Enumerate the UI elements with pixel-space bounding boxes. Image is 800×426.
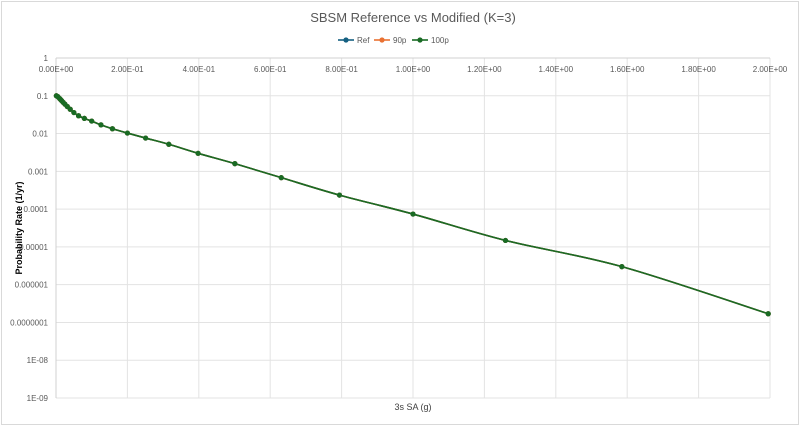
- data-point-100p: [109, 126, 116, 132]
- legend: Ref 90p 100p: [338, 36, 449, 45]
- legend-label: 100p: [431, 36, 449, 45]
- data-point-100p: [71, 109, 77, 116]
- x-tick-label: 1.40E+00: [539, 65, 574, 74]
- data-point-100p: [278, 175, 284, 181]
- x-tick-label: 2.00E+00: [753, 65, 788, 74]
- data-point-100p: [619, 264, 625, 270]
- data-point-100p: [195, 150, 201, 156]
- x-tick-label: 1.80E+00: [681, 65, 716, 74]
- gridlines: [55, 57, 771, 399]
- x-tick-label: 1.60E+00: [610, 65, 645, 74]
- x-tick-label: 2.00E-01: [111, 65, 144, 74]
- data-point-100p: [98, 122, 104, 128]
- legend-marker-ref: [343, 37, 349, 43]
- data-point-100p: [67, 106, 73, 112]
- data-point-100p: [502, 237, 509, 244]
- data-point-100p: [410, 211, 416, 217]
- x-tick-label: 4.00E-01: [183, 65, 216, 74]
- data-point-100p: [336, 192, 343, 198]
- y-tick-label: 0.0001: [24, 205, 49, 214]
- data-point-100p: [765, 311, 771, 317]
- series-line-ref: [55, 95, 769, 315]
- y-tick-label: 0.0000001: [10, 318, 48, 327]
- data-point-100p: [166, 141, 172, 147]
- y-tick-label: 0.000001: [15, 281, 49, 290]
- data-point-100p: [124, 130, 130, 136]
- x-axis-title: 3s SA (g): [394, 402, 431, 412]
- data-point-100p: [232, 161, 238, 167]
- x-tick-label: 6.00E-01: [254, 65, 287, 74]
- y-tick-label: 0.01: [32, 130, 48, 139]
- series-group: [53, 93, 771, 317]
- data-point-100p: [143, 135, 149, 141]
- x-tick-label: 1.00E+00: [396, 65, 431, 74]
- y-axis-ticks: 1 0.1 0.01 0.001 0.0001 0.00001 0.000001 0.0000…: [10, 54, 48, 403]
- y-tick-label: 1: [44, 54, 49, 63]
- y-tick-label: 0.001: [28, 167, 49, 176]
- x-axis-ticks: 0.00E+00 2.00E-01 4.00E-01 6.00E-01 8.00E-01…: [39, 65, 788, 74]
- legend-label: Ref: [357, 36, 370, 45]
- series-line-90p: [55, 95, 769, 315]
- data-point-100p: [81, 115, 87, 121]
- x-tick-label: 1.20E+00: [467, 65, 502, 74]
- data-point-100p: [75, 113, 82, 119]
- y-tick-label: 1E-08: [27, 356, 49, 365]
- y-tick-label: 0.00001: [19, 243, 48, 252]
- legend-marker-90p: [379, 37, 385, 43]
- legend-marker-100p: [417, 37, 423, 43]
- data-point-100p: [89, 118, 95, 124]
- legend-label: 90p: [393, 36, 407, 45]
- x-tick-label: 0.00E+00: [39, 65, 74, 74]
- y-axis-title: Probability Rate (1/yr): [14, 181, 24, 274]
- chart-title: SBSM Reference vs Modified (K=3): [310, 10, 516, 25]
- series-line-100p: [55, 95, 769, 315]
- y-tick-label: 1E-09: [27, 394, 49, 403]
- y-tick-label: 0.1: [37, 92, 49, 101]
- x-tick-label: 8.00E-01: [325, 65, 358, 74]
